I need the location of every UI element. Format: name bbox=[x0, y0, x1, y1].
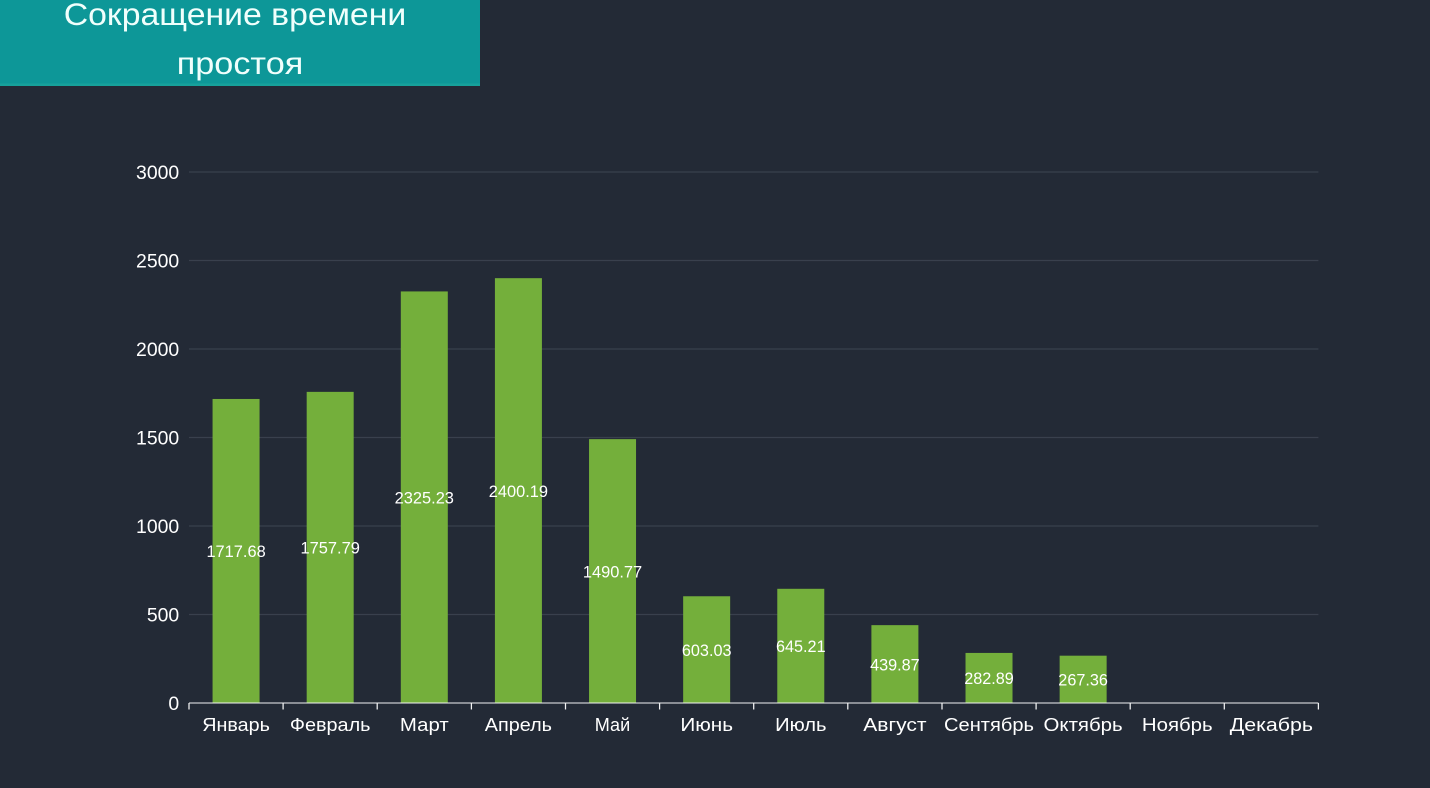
svg-text:Май: Май bbox=[595, 715, 630, 735]
svg-text:645.21: 645.21 bbox=[776, 637, 826, 656]
svg-text:282.89: 282.89 bbox=[964, 669, 1014, 688]
svg-text:500: 500 bbox=[147, 605, 180, 627]
svg-text:2400.19: 2400.19 bbox=[489, 482, 548, 501]
svg-text:2000: 2000 bbox=[136, 339, 179, 361]
svg-text:1757.79: 1757.79 bbox=[301, 539, 360, 558]
svg-text:267.36: 267.36 bbox=[1058, 671, 1108, 690]
svg-text:439.87: 439.87 bbox=[870, 655, 920, 674]
svg-text:Декабрь: Декабрь bbox=[1230, 715, 1313, 735]
svg-text:Ноябрь: Ноябрь bbox=[1142, 715, 1213, 735]
svg-text:1717.68: 1717.68 bbox=[206, 542, 265, 561]
svg-text:3000: 3000 bbox=[136, 162, 179, 184]
svg-text:Апрель: Апрель bbox=[485, 715, 552, 735]
svg-text:Январь: Январь bbox=[202, 715, 270, 735]
svg-text:Август: Август bbox=[863, 715, 927, 735]
svg-text:Февраль: Февраль bbox=[290, 715, 371, 735]
svg-text:1000: 1000 bbox=[136, 516, 179, 538]
svg-text:простоя: простоя bbox=[177, 45, 304, 81]
svg-text:Июнь: Июнь bbox=[680, 715, 733, 735]
svg-text:Сентябрь: Сентябрь bbox=[944, 715, 1034, 735]
svg-text:Октябрь: Октябрь bbox=[1044, 715, 1123, 735]
svg-text:Сокращение времени: Сокращение времени bbox=[64, 0, 407, 32]
svg-text:Июль: Июль bbox=[775, 715, 826, 735]
svg-text:603.03: 603.03 bbox=[682, 641, 732, 660]
svg-text:Март: Март bbox=[400, 715, 449, 735]
svg-text:1500: 1500 bbox=[136, 428, 179, 450]
svg-text:2500: 2500 bbox=[136, 251, 179, 273]
svg-text:1490.77: 1490.77 bbox=[583, 562, 642, 581]
svg-text:0: 0 bbox=[168, 693, 179, 715]
svg-text:2325.23: 2325.23 bbox=[395, 488, 454, 507]
